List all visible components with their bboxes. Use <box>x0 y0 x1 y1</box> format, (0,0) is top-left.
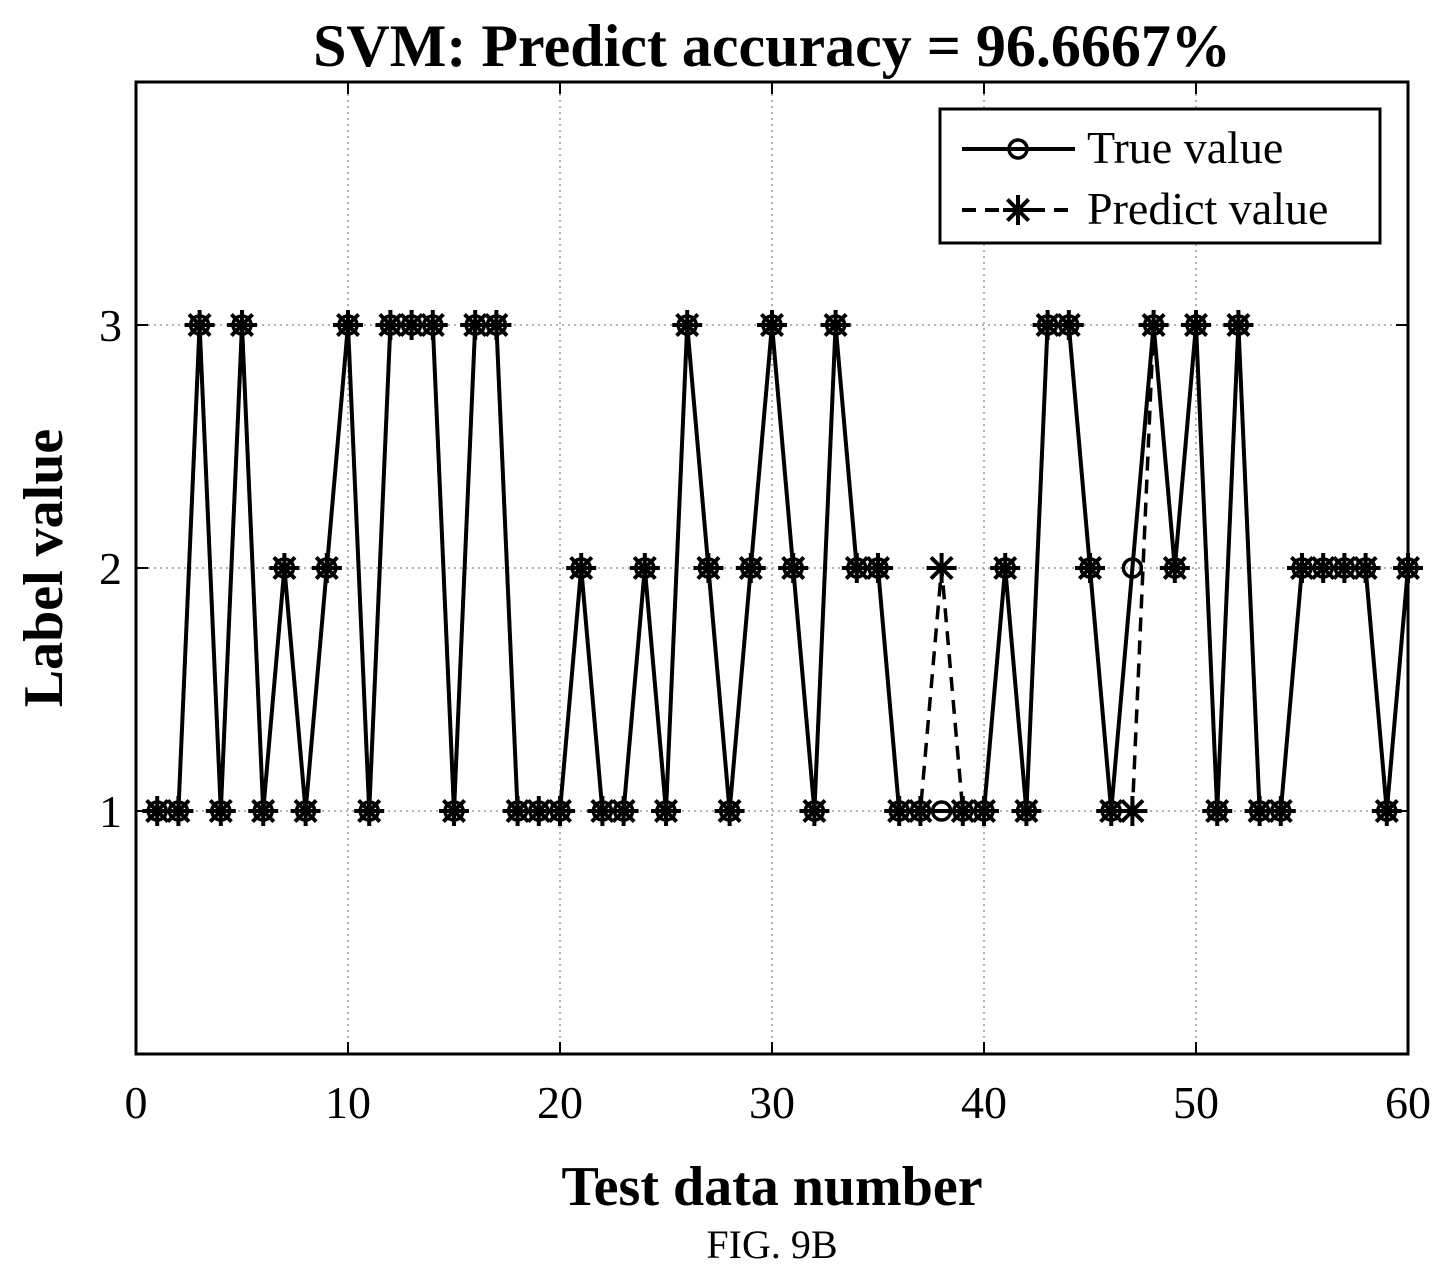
predict-value-marker <box>608 796 639 826</box>
predict-value-marker <box>693 553 724 583</box>
predict-value-marker <box>778 553 809 583</box>
predict-value-marker <box>990 553 1021 583</box>
predict-value-marker <box>269 553 300 583</box>
predict-value-marker <box>969 796 999 826</box>
predict-value-marker <box>799 796 830 826</box>
x-tick-label: 50 <box>1173 1077 1219 1128</box>
predict-value-marker <box>1329 553 1360 583</box>
predict-value-marker <box>248 796 279 826</box>
predict-value-marker <box>1053 310 1084 340</box>
predict-value-marker <box>714 796 745 826</box>
predict-value-marker <box>1075 553 1105 583</box>
x-tick-label: 40 <box>961 1077 1007 1128</box>
legend-star-marker <box>1003 195 1033 225</box>
predict-value-marker <box>439 796 469 826</box>
predict-value-marker <box>757 310 787 340</box>
predict-value-marker <box>417 310 448 340</box>
predict-value-marker <box>163 796 194 826</box>
legend-predict-value-sample <box>962 195 1075 225</box>
predict-value-marker <box>481 310 512 340</box>
figure-caption: FIG. 9B <box>706 1222 837 1267</box>
predict-value-marker <box>205 796 236 826</box>
predict-value-marker <box>566 553 597 583</box>
predict-value-marker <box>523 796 554 826</box>
predict-value-marker <box>1350 553 1381 583</box>
x-tick-label: 20 <box>537 1077 583 1128</box>
legend-box <box>938 107 1382 245</box>
legend-true-value-label: True value <box>1087 122 1283 173</box>
predict-value-marker <box>587 796 618 826</box>
predict-value-marker <box>1223 310 1254 340</box>
x-axis-label: Test data number <box>561 1156 982 1218</box>
x-tick-label: 10 <box>325 1077 371 1128</box>
axis-ticks: 0 10 20 30 40 50 60 1 2 3 <box>99 82 1431 1128</box>
x-tick-label: 60 <box>1385 1077 1431 1128</box>
predict-value-marker <box>1011 796 1042 826</box>
y-tick-label: 3 <box>99 300 122 351</box>
predict-value-marker <box>735 553 766 583</box>
predict-value-marker <box>651 796 681 826</box>
predict-value-marker <box>905 796 936 826</box>
x-tick-label: 0 <box>125 1077 148 1128</box>
series-layer <box>142 310 1423 826</box>
predict-value-marker <box>629 553 660 583</box>
legend-true-value-sample <box>962 138 1075 160</box>
predict-value-marker <box>1287 553 1317 583</box>
predict-value-marker <box>1117 796 1148 826</box>
predict-value-marker <box>227 310 257 340</box>
predict-value-marker <box>333 310 363 340</box>
y-tick-label: 2 <box>99 543 122 594</box>
chart-title: SVM: Predict accuracy = 96.6667% <box>313 13 1231 79</box>
predict-value-marker <box>1159 553 1190 583</box>
predict-value-marker <box>1202 796 1233 826</box>
predict-value-marker <box>354 796 385 826</box>
predict-value-marker <box>820 310 851 340</box>
y-tick-label: 1 <box>99 786 122 837</box>
legend: True value Predict value <box>938 107 1382 245</box>
legend-circle-marker <box>1007 138 1029 160</box>
predict-value-marker <box>311 553 342 583</box>
predict-value-marker <box>672 310 703 340</box>
predict-value-marker <box>290 796 321 826</box>
true-value-line <box>157 323 1410 813</box>
predict-value-marker <box>1138 310 1169 340</box>
predict-value-marker <box>926 553 957 583</box>
predict-value-marker <box>1265 796 1296 826</box>
predict-value-marker <box>863 553 893 583</box>
predict-value-marker <box>545 796 575 826</box>
y-axis-label: Label value <box>13 429 75 707</box>
true-value-marker <box>1121 557 1144 579</box>
x-tick-label: 30 <box>749 1077 795 1128</box>
legend-predict-value-label: Predict value <box>1087 183 1328 234</box>
predict-value-marker <box>1181 310 1211 340</box>
predict-value-marker <box>184 310 215 340</box>
